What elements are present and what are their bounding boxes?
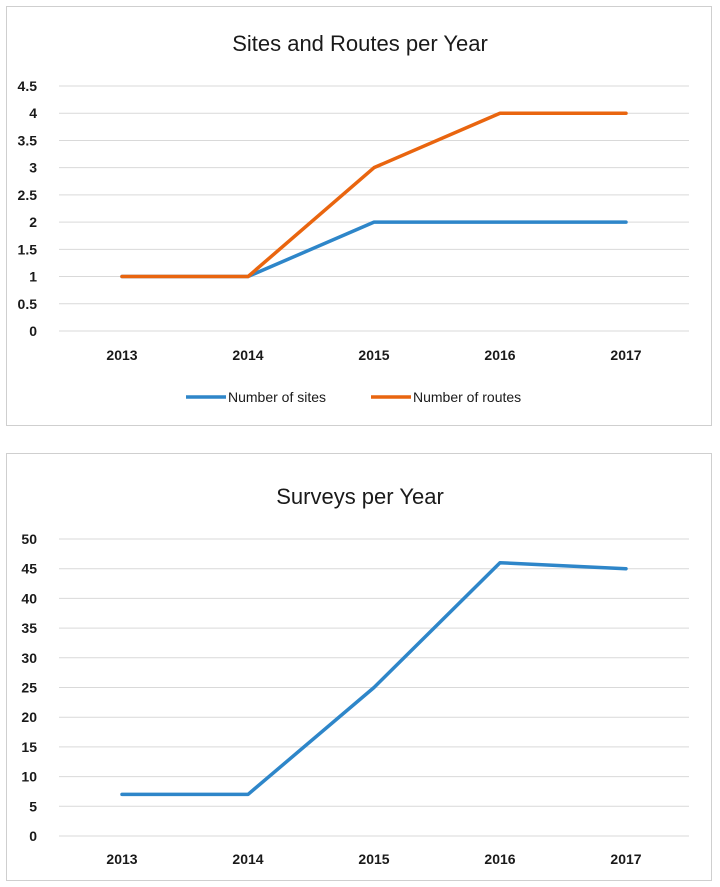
series-line — [120, 561, 628, 797]
x-tick-label: 2015 — [358, 851, 389, 867]
chart-title: Surveys per Year — [276, 484, 444, 509]
y-tick-label: 0.5 — [18, 296, 38, 312]
y-tick-label: 50 — [21, 531, 37, 547]
y-tick-label: 2 — [29, 214, 37, 230]
y-tick-label: 0 — [29, 323, 37, 339]
x-tick-label: 2017 — [610, 347, 641, 363]
y-tick-label: 4 — [29, 105, 37, 121]
y-tick-label: 20 — [21, 709, 37, 725]
y-tick-label: 10 — [21, 769, 37, 785]
series-line — [120, 111, 628, 279]
y-tick-label: 45 — [21, 561, 37, 577]
x-tick-label: 2013 — [106, 347, 137, 363]
y-tick-label: 30 — [21, 650, 37, 666]
y-tick-label: 0 — [29, 828, 37, 844]
x-tick-label: 2015 — [358, 347, 389, 363]
x-tick-label: 2014 — [232, 347, 263, 363]
y-tick-label: 3 — [29, 160, 37, 176]
y-tick-label: 2.5 — [18, 187, 38, 203]
x-tick-label: 2016 — [484, 347, 515, 363]
legend-label: Number of sites — [228, 389, 326, 405]
y-tick-label: 5 — [29, 798, 37, 814]
surveys-chart: Surveys per Year 0 5 10 15 20 25 30 35 40 45 50 201… — [21, 484, 689, 867]
sites-routes-chart: Sites and Routes per Year 0 0.5 1 1.5 2 2.5 3 3… — [18, 31, 689, 405]
x-tick-label: 2013 — [106, 851, 137, 867]
x-tick-label: 2016 — [484, 851, 515, 867]
y-tick-label: 1.5 — [18, 241, 38, 257]
y-tick-label: 15 — [21, 739, 37, 755]
y-tick-label: 1 — [29, 269, 37, 285]
chart-panel-surveys: Surveys per Year 0 5 10 15 20 25 30 35 40 45 50 201… — [6, 453, 712, 881]
chart-title: Sites and Routes per Year — [232, 31, 488, 56]
y-tick-label: 4.5 — [18, 78, 38, 94]
y-tick-label: 3.5 — [18, 132, 38, 148]
chart-panel-sites-routes: Sites and Routes per Year 0 0.5 1 1.5 2 2.5 3 3… — [6, 6, 712, 426]
x-tick-label: 2017 — [610, 851, 641, 867]
legend-label: Number of routes — [413, 389, 521, 405]
y-tick-label: 25 — [21, 680, 37, 696]
x-tick-label: 2014 — [232, 851, 263, 867]
y-tick-label: 40 — [21, 590, 37, 606]
y-tick-label: 35 — [21, 620, 37, 636]
